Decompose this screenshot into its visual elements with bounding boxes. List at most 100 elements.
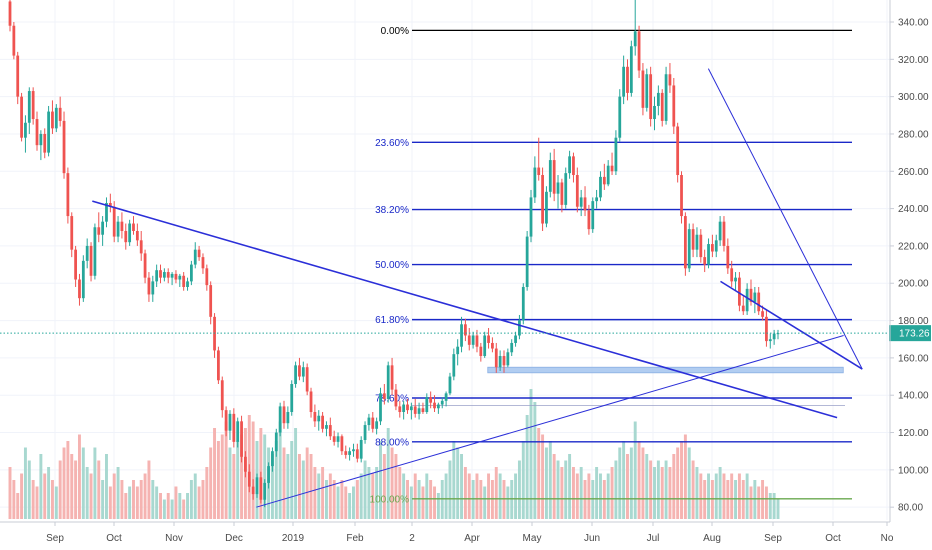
trendline-descending-resistance (92, 200, 838, 419)
candle-body (552, 160, 556, 194)
candle-body (444, 393, 448, 401)
candle-body (749, 288, 753, 302)
candle-body (545, 191, 548, 224)
volume-bar (143, 473, 147, 519)
candle-body (24, 122, 27, 138)
candle-body (12, 25, 16, 56)
candle-body (645, 74, 649, 108)
candle-body (182, 275, 186, 287)
candle-body (390, 365, 394, 390)
candle-body (39, 133, 43, 146)
candle-body (271, 451, 274, 467)
x-axis-tick-label: Sep (764, 533, 782, 544)
candle-body (217, 350, 220, 381)
volume-bar (629, 447, 633, 519)
volume-bar (637, 441, 641, 519)
candle-body (498, 356, 502, 368)
volume-bar (517, 460, 521, 519)
volume-bar (398, 467, 402, 519)
volume-bar (579, 467, 583, 519)
volume-bar (186, 493, 189, 519)
candle-body (568, 156, 571, 174)
volume-bar (529, 389, 533, 519)
y-axis-tick-label: 120.00 (898, 428, 929, 439)
volume-bar (440, 480, 444, 519)
volume-bar (20, 473, 24, 519)
candle-body (641, 70, 645, 108)
candle-body (66, 173, 70, 217)
volume-bar (363, 460, 367, 519)
volume-bar (197, 486, 201, 519)
candle-body (514, 335, 517, 343)
volume-bar (749, 486, 753, 519)
candle-body (394, 389, 398, 407)
x-axis-tick-label: May (523, 533, 542, 544)
candle-body (656, 92, 660, 106)
volume-bar (31, 480, 35, 519)
volume-bar (707, 473, 710, 519)
candle-body (128, 223, 132, 243)
candle-body (730, 268, 734, 282)
volume-bar (490, 480, 494, 519)
volume-bar (201, 480, 205, 519)
candle-body (660, 92, 664, 121)
candle-body (506, 352, 510, 366)
candle-body (151, 281, 155, 295)
candle-body (197, 249, 201, 258)
candle-body (228, 413, 232, 431)
candle-body (487, 335, 490, 343)
candle-body (560, 182, 564, 205)
candle-body (58, 107, 62, 121)
candle-body (433, 402, 436, 409)
volume-bar (112, 473, 116, 519)
volume-bar (741, 480, 745, 519)
volume-bar (463, 467, 467, 519)
candle-body (699, 234, 703, 258)
y-axis-tick-label: 140.00 (898, 391, 929, 402)
volume-bar (66, 441, 70, 519)
candle-body (78, 279, 81, 299)
candle-body (27, 91, 31, 123)
volume-bar (47, 467, 51, 519)
volume-bar (313, 467, 317, 519)
y-axis-tick-label: 220.00 (898, 241, 929, 252)
volume-bar (62, 447, 66, 519)
candle-body (74, 249, 77, 280)
candle-body (772, 333, 776, 340)
candle-body (294, 365, 297, 385)
candle-body (409, 406, 413, 411)
candle-body (502, 356, 506, 366)
volume-bar (537, 428, 541, 519)
candle-body (274, 432, 278, 452)
trendline-wedge-lower (720, 280, 863, 370)
x-axis-tick-label: Dec (225, 533, 243, 544)
candle-body (425, 397, 429, 413)
candle-body (205, 268, 209, 286)
volume-bar (371, 473, 375, 519)
candle-body (62, 120, 66, 174)
trendline-layer (92, 68, 863, 508)
volume-bar (683, 434, 687, 519)
candle-body (363, 425, 367, 440)
candle-body (159, 270, 162, 278)
candle-body (386, 365, 390, 399)
candle-body (325, 425, 328, 429)
volume-bar (556, 460, 560, 519)
fib-level-label: 88.00% (375, 437, 409, 448)
candle-body (413, 406, 417, 414)
candle-body (691, 229, 695, 250)
volume-bar (124, 493, 128, 519)
candle-body (533, 167, 537, 198)
volume-bar (633, 421, 637, 519)
candle-body (267, 466, 270, 483)
volume-bar (506, 486, 510, 519)
volume-bar (433, 486, 436, 519)
candle-body (668, 74, 672, 86)
candle-body (371, 417, 375, 429)
volume-bar (367, 467, 371, 519)
volume-bar (599, 473, 602, 519)
last-price-tag (889, 325, 931, 342)
volume-bar (498, 473, 502, 519)
candle-body (147, 277, 151, 295)
trendline-rising-support (256, 335, 844, 508)
